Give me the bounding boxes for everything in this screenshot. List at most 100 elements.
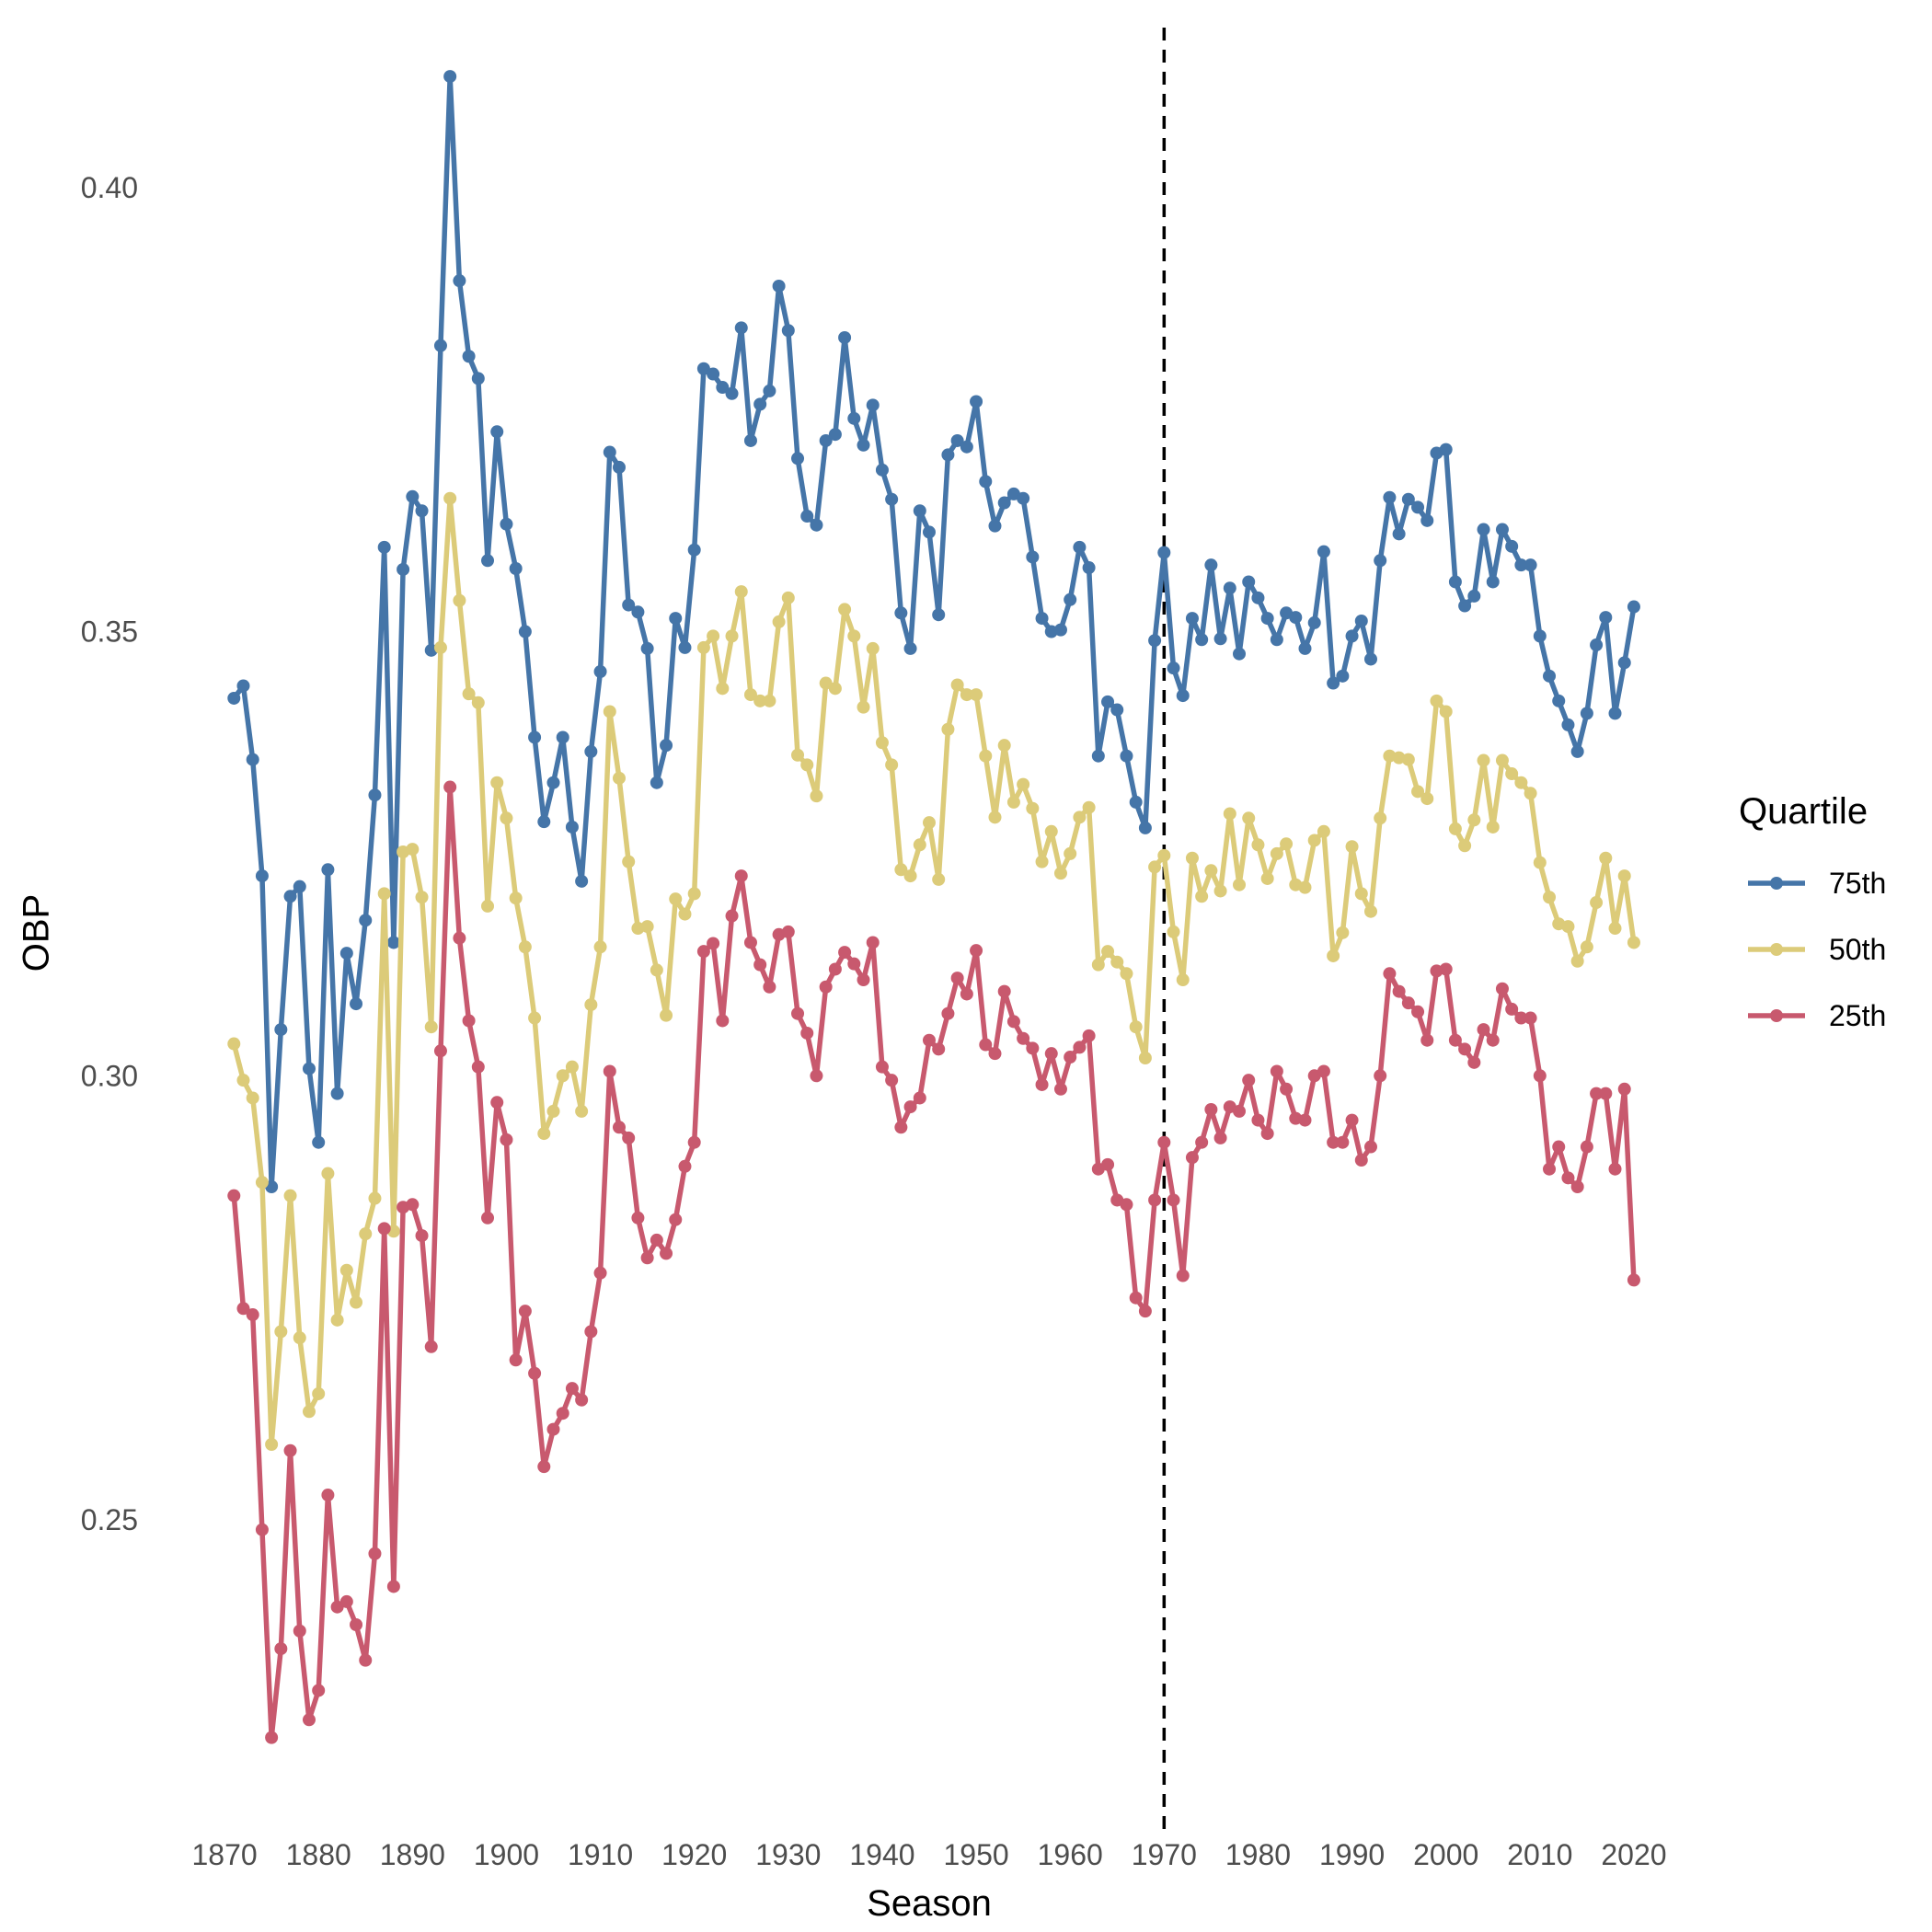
data-point: [1477, 1023, 1490, 1037]
data-point: [1336, 1135, 1350, 1149]
data-point: [312, 1135, 326, 1149]
legend-label: 75th: [1829, 867, 1886, 900]
data-point: [339, 1594, 353, 1608]
data-point: [1495, 523, 1509, 536]
data-point: [743, 688, 757, 702]
data-point: [302, 1405, 316, 1419]
x-tick-label: 1980: [1225, 1838, 1291, 1871]
data-point: [1505, 539, 1519, 553]
data-point: [386, 1580, 400, 1593]
data-point: [1411, 500, 1425, 514]
data-point: [1327, 1135, 1340, 1149]
data-point: [359, 914, 373, 927]
data-point: [1120, 749, 1133, 763]
data-point: [894, 1121, 908, 1134]
series-25th: [227, 780, 1640, 1744]
data-point: [1242, 575, 1256, 589]
data-point: [1233, 647, 1247, 661]
y-axis-title: OBP: [17, 894, 57, 972]
data-point: [330, 1313, 344, 1327]
data-point: [593, 665, 607, 678]
data-point: [406, 1198, 420, 1212]
data-point: [1026, 1041, 1040, 1055]
data-point: [227, 691, 241, 705]
data-point: [1298, 880, 1312, 894]
data-point: [1533, 1069, 1547, 1083]
data-point: [885, 1074, 899, 1087]
data-point: [1392, 527, 1406, 541]
data-point: [923, 525, 936, 539]
data-point: [1467, 589, 1481, 603]
data-point: [1570, 954, 1584, 968]
data-point: [368, 788, 382, 802]
data-point: [546, 1422, 560, 1436]
data-point: [1401, 996, 1415, 1010]
data-point: [377, 887, 391, 901]
data-point: [1091, 958, 1105, 972]
data-point: [885, 492, 899, 506]
data-point: [528, 1011, 542, 1025]
data-point: [970, 395, 983, 408]
data-point: [650, 963, 663, 977]
data-point: [490, 425, 504, 439]
data-point: [612, 460, 626, 474]
data-point: [696, 945, 710, 959]
data-point: [1411, 1005, 1425, 1018]
data-point: [1439, 443, 1453, 456]
data-point: [1053, 1082, 1067, 1096]
data-point: [1383, 490, 1397, 504]
data-point: [1006, 1015, 1020, 1029]
data-point: [1120, 1198, 1133, 1212]
data-point: [1420, 513, 1434, 527]
legend-label: 50th: [1829, 933, 1886, 966]
legend-title: Quartile: [1739, 791, 1868, 832]
data-point: [1458, 839, 1472, 853]
data-point: [1044, 1047, 1058, 1061]
legend-label: 25th: [1829, 999, 1886, 1032]
data-point: [1430, 694, 1443, 707]
data-point: [1064, 1051, 1077, 1064]
data-point: [894, 606, 908, 620]
data-point: [1336, 926, 1350, 939]
data-point: [265, 1438, 279, 1451]
data-point: [903, 641, 917, 655]
data-point: [321, 1167, 335, 1180]
data-point: [1383, 967, 1397, 981]
data-point: [603, 445, 616, 459]
data-point: [1345, 840, 1359, 854]
data-point: [1270, 633, 1283, 647]
series-75th: [227, 70, 1640, 1193]
data-point: [1552, 1140, 1566, 1154]
data-point: [453, 274, 466, 288]
data-point: [1561, 1171, 1575, 1185]
data-point: [1270, 846, 1283, 860]
data-point: [913, 1091, 926, 1105]
data-point: [1599, 1087, 1613, 1100]
data-point: [612, 771, 626, 785]
data-point: [1354, 887, 1368, 901]
data-point: [246, 1308, 259, 1322]
data-point: [274, 1023, 288, 1037]
data-point: [791, 748, 805, 762]
x-tick-label: 1940: [849, 1838, 914, 1871]
data-point: [1363, 652, 1377, 666]
x-tick-label: 1960: [1038, 1838, 1103, 1871]
data-point: [932, 1042, 946, 1056]
data-point: [1260, 1127, 1274, 1141]
data-point: [875, 736, 889, 750]
data-point: [1064, 592, 1077, 606]
data-point: [800, 1026, 814, 1040]
data-point: [810, 789, 823, 803]
data-point: [1336, 669, 1350, 683]
data-point: [716, 1014, 730, 1028]
data-point: [556, 1407, 569, 1420]
data-point: [575, 1393, 589, 1407]
data-point: [1608, 1162, 1622, 1176]
data-point: [660, 739, 673, 753]
data-point: [584, 744, 598, 758]
data-point: [471, 372, 485, 385]
legend-key-point: [1770, 943, 1783, 956]
data-point: [1401, 492, 1415, 506]
data-point: [575, 1104, 589, 1118]
data-point: [1157, 546, 1171, 559]
